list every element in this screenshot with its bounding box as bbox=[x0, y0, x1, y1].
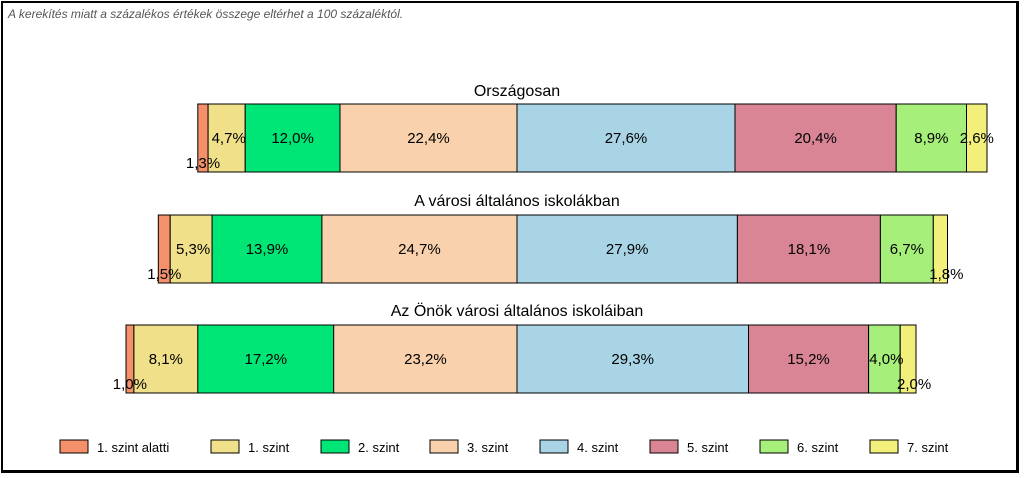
legend-label: 7. szint bbox=[907, 440, 949, 455]
legend-label: 1. szint alatti bbox=[97, 440, 169, 455]
data-label: 4,0% bbox=[869, 351, 903, 368]
bar-segment bbox=[244, 103, 341, 173]
data-label: 27,6% bbox=[605, 130, 648, 147]
data-label: 8,9% bbox=[914, 130, 948, 147]
legend-swatch bbox=[649, 439, 679, 454]
legend-swatch bbox=[539, 439, 569, 454]
bar-segment bbox=[899, 324, 917, 394]
legend-swatch bbox=[759, 439, 789, 454]
legend-label: 2. szint bbox=[358, 440, 400, 455]
legend-swatch bbox=[320, 439, 350, 454]
legend-label: 5. szint bbox=[687, 440, 729, 455]
rounding-note: A kerekítés miatt a százalékos értékek ö… bbox=[8, 7, 404, 21]
bar-segment bbox=[211, 214, 323, 284]
bar-segment bbox=[932, 214, 948, 284]
data-label: 1,5% bbox=[147, 266, 181, 283]
data-label: 12,0% bbox=[271, 130, 314, 147]
bar-segment bbox=[516, 324, 749, 394]
legend-label: 3. szint bbox=[467, 440, 509, 455]
bar-segment bbox=[736, 214, 881, 284]
bar-segment bbox=[169, 214, 213, 284]
bar-title: Az Önök városi általános iskoláiban bbox=[391, 302, 644, 320]
data-label: 1,0% bbox=[113, 376, 147, 393]
bar-segment bbox=[516, 103, 736, 173]
bar-group: Az Önök városi általános iskoláiban 1,0%8… bbox=[113, 302, 931, 394]
legend-label: 4. szint bbox=[577, 440, 619, 455]
data-label: 29,3% bbox=[611, 351, 654, 368]
bar-title: A városi általános iskolákban bbox=[414, 193, 619, 210]
bar-segment bbox=[895, 103, 968, 173]
legend-swatch bbox=[59, 439, 89, 454]
data-label: 20,4% bbox=[794, 130, 837, 147]
legend-label: 1. szint bbox=[248, 440, 290, 455]
data-label: 8,1% bbox=[149, 351, 183, 368]
data-label: 1,3% bbox=[186, 155, 220, 172]
bar-title: Országosan bbox=[474, 83, 560, 100]
bar-segment bbox=[333, 324, 518, 394]
bar-segment bbox=[734, 103, 897, 173]
bar-group: A városi általános iskolákban 1,5% 5,3% 13,… bbox=[147, 193, 964, 284]
data-label: 15,2% bbox=[787, 351, 830, 368]
data-label: 1,8% bbox=[929, 266, 963, 283]
data-label: 23,2% bbox=[404, 351, 447, 368]
bar-segment bbox=[879, 214, 934, 284]
bar-segment bbox=[868, 324, 901, 394]
legend: 1. szint alatti 1. szint 2. szint 3. szint 4… bbox=[59, 439, 949, 455]
data-label: 22,4% bbox=[407, 130, 450, 147]
data-label: 24,7% bbox=[398, 241, 441, 258]
data-label: 2,6% bbox=[960, 130, 994, 147]
bar-segment bbox=[748, 324, 870, 394]
legend-swatch bbox=[429, 439, 459, 454]
data-label: 27,9% bbox=[606, 241, 649, 258]
data-label: 6,7% bbox=[890, 241, 924, 258]
bar-segment bbox=[339, 103, 518, 173]
bar-group: Országosan 1,3% 4,7% 12,0% 22,4% 27,6% 20,4% 8,… bbox=[186, 83, 994, 173]
data-label: 13,9% bbox=[246, 241, 289, 258]
legend-label: 6. szint bbox=[797, 440, 839, 455]
bar-segment bbox=[516, 214, 738, 284]
data-label: 17,2% bbox=[245, 351, 288, 368]
data-label: 18,1% bbox=[788, 241, 831, 258]
data-label: 4,7% bbox=[212, 130, 246, 147]
data-label: 5,3% bbox=[176, 241, 210, 258]
legend-swatch bbox=[210, 439, 240, 454]
data-label: 2,0% bbox=[897, 376, 931, 393]
bar-segment bbox=[966, 103, 988, 173]
legend-swatch bbox=[869, 439, 899, 454]
